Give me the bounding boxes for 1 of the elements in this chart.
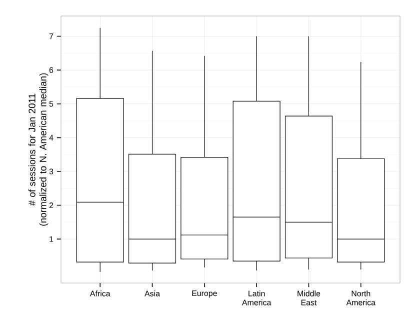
y-axis-title: # of sessions for Jan 2011 (normalized to N. American median) xyxy=(28,73,48,226)
